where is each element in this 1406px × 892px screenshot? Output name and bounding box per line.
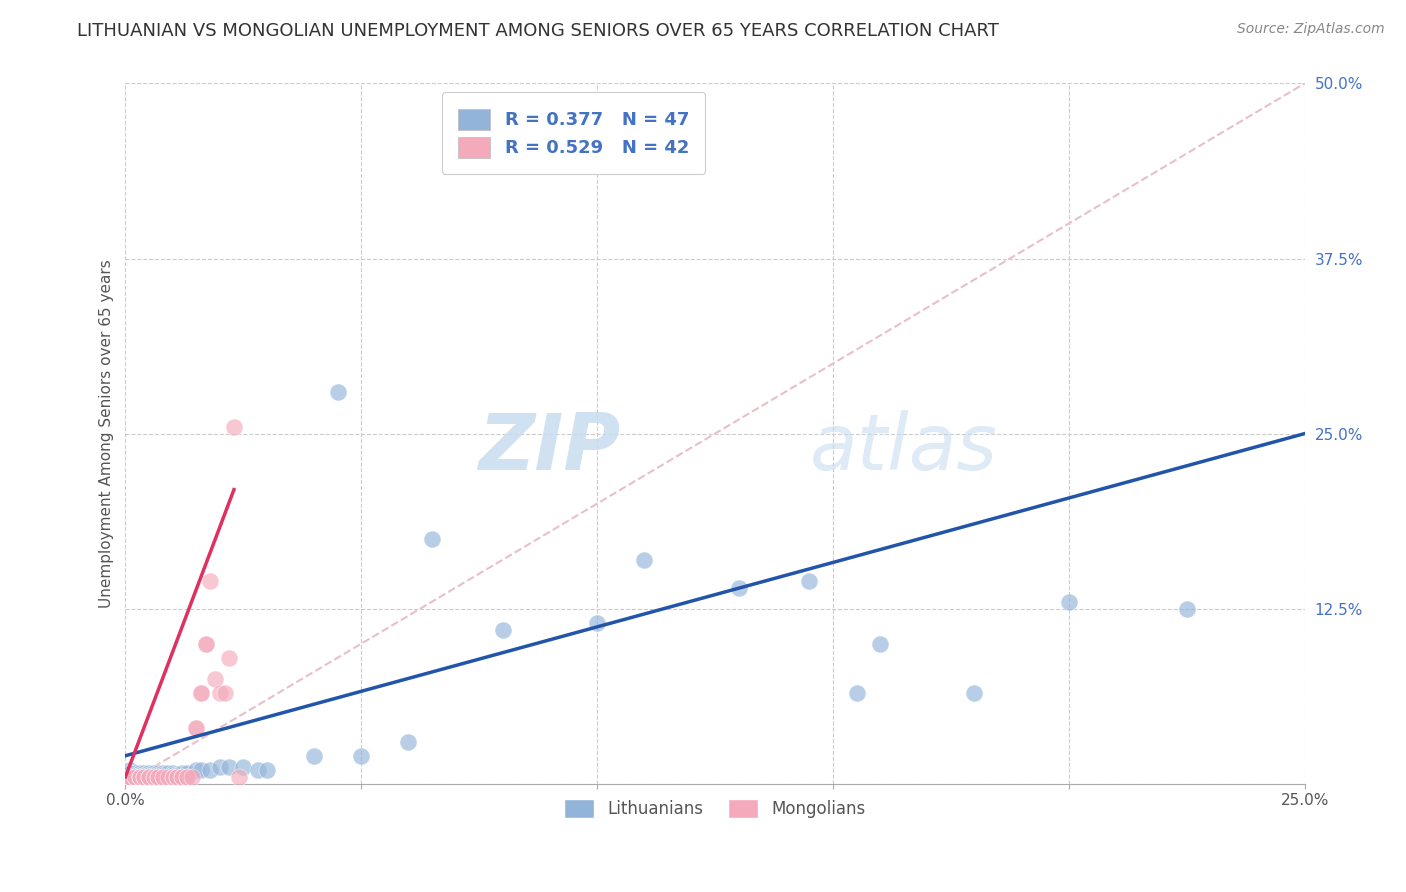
Point (1175, 601, 1198, 615)
Point (180, 770, 202, 784)
Point (152, 770, 174, 784)
Point (138, 768, 160, 782)
Point (214, 686, 236, 700)
Point (208, 760, 231, 774)
Point (162, 768, 184, 782)
Point (166, 768, 188, 782)
Point (176, 770, 198, 784)
Point (194, 637, 217, 651)
Point (128, 771, 150, 785)
Point (492, 623, 515, 637)
Point (200, 763, 222, 777)
Point (162, 770, 184, 784)
Point (204, 672, 226, 686)
Point (176, 770, 198, 784)
Point (228, 770, 250, 784)
Point (156, 765, 179, 780)
Point (222, 419, 245, 434)
Point (148, 765, 170, 780)
Point (138, 765, 160, 780)
Point (156, 770, 179, 784)
Point (166, 770, 188, 784)
Point (246, 763, 269, 777)
Point (120, 763, 142, 777)
Point (256, 763, 278, 777)
Point (727, 581, 749, 595)
Point (124, 770, 146, 784)
Point (120, 770, 142, 784)
Point (124, 765, 146, 780)
Point (420, 532, 443, 546)
Point (128, 770, 150, 784)
Point (152, 765, 174, 780)
Point (124, 768, 146, 782)
Point (845, 686, 868, 700)
Point (208, 686, 231, 700)
Point (120, 765, 142, 780)
Text: Source: ZipAtlas.com: Source: ZipAtlas.com (1237, 22, 1385, 37)
Point (326, 384, 349, 399)
Point (186, 721, 208, 735)
Point (142, 770, 165, 784)
Point (162, 770, 184, 784)
Point (190, 686, 212, 700)
Point (142, 770, 165, 784)
Point (128, 770, 150, 784)
Point (350, 748, 373, 763)
Point (218, 760, 240, 774)
Point (633, 552, 655, 566)
Point (1057, 595, 1080, 609)
Point (232, 760, 254, 774)
Point (148, 770, 170, 784)
Point (152, 768, 174, 782)
Point (190, 763, 212, 777)
Point (138, 770, 160, 784)
Point (869, 637, 891, 651)
Point (134, 770, 156, 784)
Point (148, 770, 170, 784)
Point (186, 763, 208, 777)
Point (586, 615, 609, 630)
Point (799, 574, 821, 588)
Point (398, 735, 420, 749)
Point (186, 721, 208, 735)
Point (124, 770, 146, 784)
Legend: Lithuanians, Mongolians: Lithuanians, Mongolians (557, 792, 873, 824)
Point (128, 770, 150, 784)
Point (162, 765, 184, 780)
Point (170, 770, 193, 784)
Point (138, 771, 160, 785)
Point (170, 770, 193, 784)
Point (170, 765, 193, 780)
Text: LITHUANIAN VS MONGOLIAN UNEMPLOYMENT AMONG SENIORS OVER 65 YEARS CORRELATION CHA: LITHUANIAN VS MONGOLIAN UNEMPLOYMENT AMO… (77, 22, 1000, 40)
Point (190, 686, 212, 700)
Y-axis label: Unemployment Among Seniors over 65 years: Unemployment Among Seniors over 65 years (100, 260, 114, 608)
Point (134, 765, 156, 780)
Point (138, 770, 160, 784)
Point (166, 770, 188, 784)
Point (120, 770, 142, 784)
Text: ZIP: ZIP (478, 409, 620, 485)
Point (963, 686, 986, 700)
Point (142, 768, 165, 782)
Point (148, 768, 170, 782)
Text: atlas: atlas (810, 409, 997, 485)
Point (302, 748, 325, 763)
Point (194, 637, 217, 651)
Point (152, 770, 174, 784)
Point (134, 770, 156, 784)
Point (200, 574, 222, 588)
Point (138, 770, 160, 784)
Point (128, 768, 150, 782)
Point (176, 765, 198, 780)
Point (142, 765, 165, 780)
Point (218, 650, 240, 665)
Point (128, 765, 150, 780)
Point (120, 770, 142, 784)
Point (134, 768, 156, 782)
